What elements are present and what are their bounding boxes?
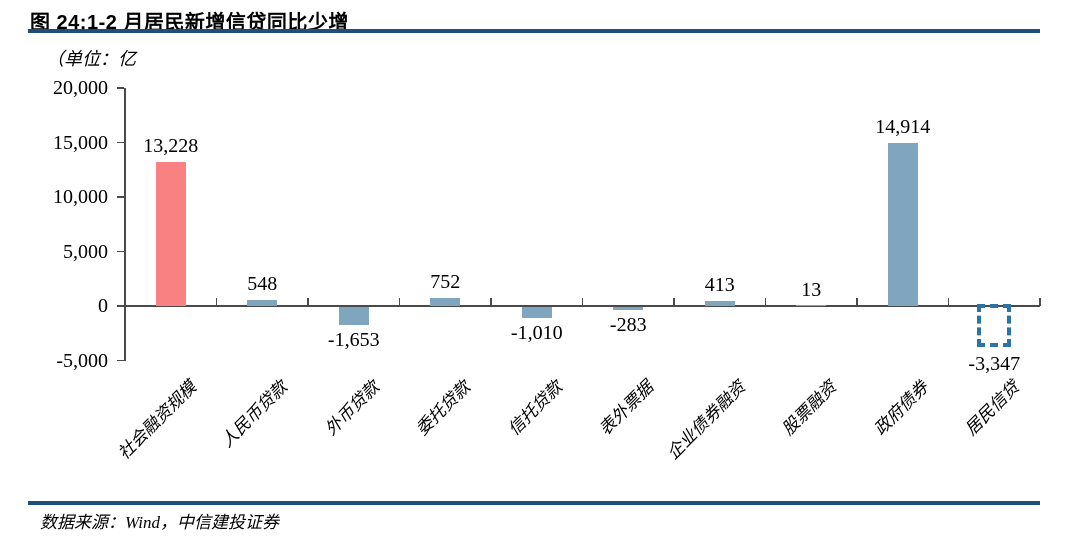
y-axis-tick-label: 10,000 (53, 186, 108, 208)
title-rule (28, 29, 1040, 33)
x-axis-tick-mark (673, 298, 675, 306)
x-axis-tick-mark (764, 298, 767, 306)
x-axis-label-7: 股票融资 (778, 377, 841, 440)
x-axis-tick-mark (398, 298, 401, 306)
bar-1 (247, 300, 278, 306)
y-axis-tick-mark (117, 250, 124, 253)
x-axis-label-6: 企业债券融资 (663, 377, 749, 464)
bar-0 (155, 161, 186, 306)
y-axis-tick-mark (117, 359, 124, 362)
bar-4 (521, 307, 552, 318)
value-label-2: -1,653 (327, 329, 380, 352)
x-axis-label-2: 外币贷款 (321, 377, 383, 440)
bar-3 (430, 297, 461, 306)
x-axis-label-9: 居民信贷 (961, 377, 1024, 440)
y-axis-tick-label: 5,000 (63, 240, 108, 263)
x-axis-label-0: 社会融资规模 (114, 377, 200, 464)
x-axis-label-8: 政府债券 (870, 377, 932, 440)
value-label-1: 548 (247, 273, 278, 296)
y-axis-line (124, 88, 126, 361)
value-label-7: 13 (801, 278, 822, 301)
y-axis-tick-mark (117, 141, 124, 144)
x-axis-label-1: 人民币贷款 (217, 377, 292, 452)
x-axis-tick-mark (1039, 298, 1041, 306)
unit-label: （单位：亿 (46, 49, 136, 69)
value-label-3: 752 (430, 270, 461, 293)
bar-5 (613, 307, 644, 311)
bar-7 (796, 305, 827, 306)
y-axis-tick-mark (117, 196, 124, 198)
y-axis-tick-mark (117, 87, 124, 89)
bar-2 (338, 307, 369, 326)
value-label-0: 13,228 (143, 134, 199, 157)
data-source: 数据来源：Wind，中信建投证券 (40, 513, 279, 532)
figure-title: 图 24:1-2 月居民新增信贷同比少增 (30, 12, 349, 34)
x-axis-label-5: 表外票据 (595, 377, 658, 440)
x-axis-label-4: 信托贷款 (504, 377, 566, 440)
x-axis-tick-mark (307, 298, 309, 306)
missing-bar-highlight-box (977, 304, 1012, 347)
x-axis-tick-mark (947, 298, 950, 306)
value-label-4: -1,010 (510, 322, 563, 344)
bar-8 (887, 143, 918, 306)
y-axis-tick-label: 20,000 (53, 77, 108, 99)
x-axis-tick-mark (215, 298, 218, 306)
y-axis-tick-label: 15,000 (53, 131, 108, 154)
bar-chart: 20,000 15,000 10,000 5,000 0 -5,000 13,228 社会融资… (53, 77, 1041, 464)
y-axis-tick-label: -5,000 (56, 349, 108, 372)
value-label-5: -283 (609, 314, 647, 337)
footer-rule (28, 501, 1040, 505)
y-axis-tick-label: 0 (98, 295, 108, 317)
x-axis-line (124, 305, 1040, 307)
x-axis-tick-mark (490, 298, 492, 306)
x-axis-tick-mark (581, 298, 584, 306)
x-axis-label-3: 委托贷款 (412, 377, 475, 440)
value-label-6: 413 (704, 274, 735, 297)
value-label-9: -3,347 (968, 353, 1021, 375)
bar-6 (704, 301, 735, 306)
y-axis-tick-mark (117, 305, 124, 307)
x-axis-tick-mark (856, 298, 858, 306)
value-label-8: 14,914 (875, 116, 931, 139)
